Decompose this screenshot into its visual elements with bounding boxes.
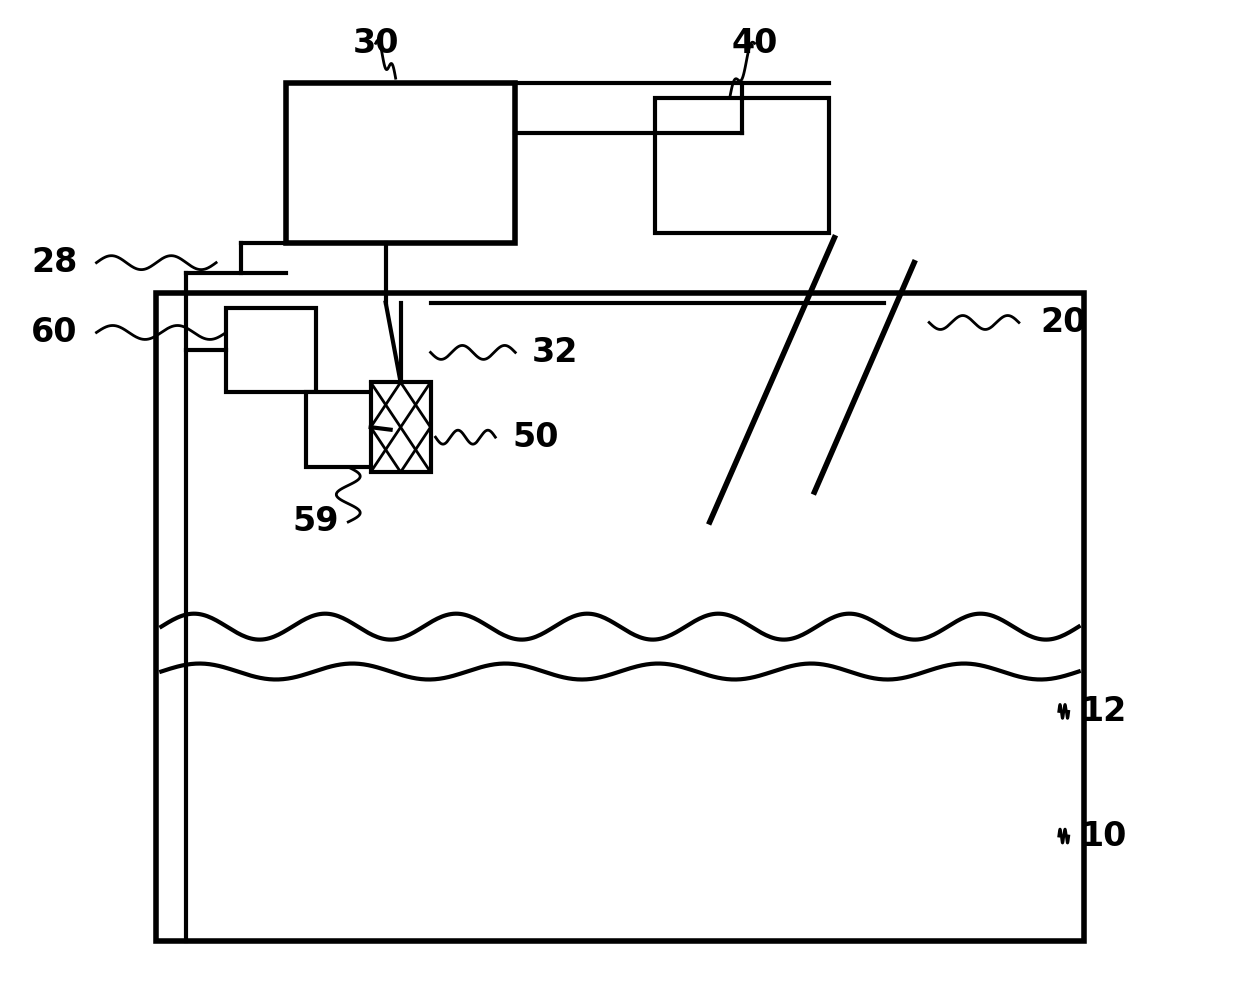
Text: 30: 30 [352,27,399,60]
Text: 60: 60 [31,316,78,349]
Text: 32: 32 [532,336,578,369]
Text: 50: 50 [512,421,558,454]
Bar [655,98,830,232]
Text: 20: 20 [1040,306,1087,339]
Bar [371,382,430,472]
Bar [286,83,516,242]
Bar [156,292,1084,941]
Text: 12: 12 [1080,695,1127,728]
Text: 59: 59 [293,505,339,538]
Text: 10: 10 [1080,820,1127,852]
Bar [306,392,391,467]
Text: 40: 40 [732,27,777,60]
Text: 28: 28 [31,246,78,279]
Bar [226,307,316,392]
